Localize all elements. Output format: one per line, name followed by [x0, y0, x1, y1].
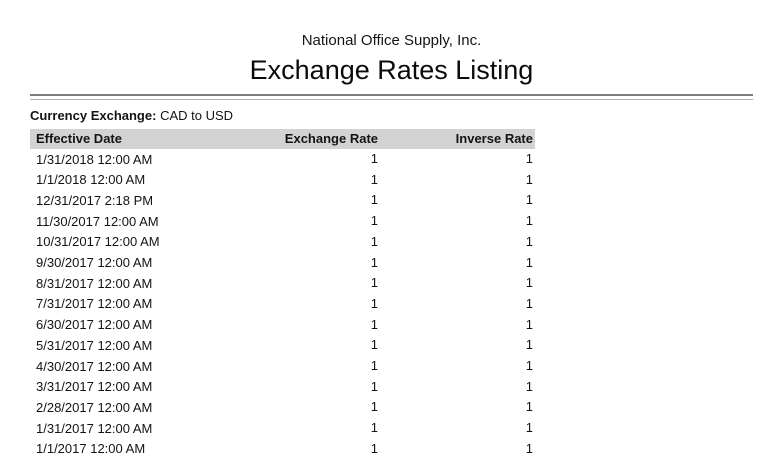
exchange-rate-cell: 1: [370, 295, 378, 311]
company-name: National Office Supply, Inc.: [301, 32, 482, 49]
currency-exchange-label: Currency Exchange:: [30, 108, 157, 123]
inverse-rate-cell: 1: [525, 213, 533, 229]
column-header-exchange-rate: Exchange Rate: [270, 129, 380, 149]
date-cell: 10/31/2017 12:00 AM: [36, 234, 160, 250]
currency-exchange-line: Currency Exchange: CAD to USD: [30, 108, 753, 123]
exchange-rate-cell: 1: [370, 275, 378, 291]
inverse-rate-cell: 1: [525, 254, 533, 270]
table-row: 7/31/2017 12:00 AM 1 1: [30, 294, 535, 315]
exchange-rate-cell: 1: [370, 213, 378, 229]
inverse-rate-cell: 1: [525, 378, 533, 394]
table-row: 6/30/2017 12:00 AM 1 1: [30, 315, 535, 336]
inverse-rate-cell: 1: [525, 399, 533, 415]
inverse-rate-cell: 1: [525, 171, 533, 187]
exchange-rate-cell: 1: [370, 440, 378, 453]
date-cell: 1/1/2018 12:00 AM: [36, 172, 146, 188]
date-cell: 1/1/2017 12:00 AM: [36, 441, 146, 453]
table-row: 11/30/2017 12:00 AM 1 1: [30, 211, 535, 232]
exchange-rate-cell: 1: [370, 233, 378, 249]
inverse-rate-cell: 1: [525, 316, 533, 332]
exchange-rate-cell: 1: [370, 171, 378, 187]
table-row: 9/30/2017 12:00 AM 1 1: [30, 253, 535, 274]
date-cell: 11/30/2017 12:00 AM: [36, 213, 159, 229]
exchange-rate-cell: 1: [370, 337, 378, 353]
table-row: 8/31/2017 12:00 AM 1 1: [30, 273, 535, 294]
table-row: 4/30/2017 12:00 AM 1 1: [30, 356, 535, 377]
inverse-rate-cell: 1: [525, 295, 533, 311]
inverse-rate-cell: 1: [525, 275, 533, 291]
exchange-rates-table: Effective Date Exchange Rate Inverse Rat…: [30, 129, 535, 453]
exchange-rate-cell: 1: [370, 151, 378, 166]
table-row: 1/1/2017 12:00 AM 1 1: [30, 439, 535, 453]
inverse-rate-cell: 1: [525, 440, 533, 453]
exchange-rate-cell: 1: [370, 254, 378, 270]
exchange-rate-cell: 1: [370, 316, 378, 332]
column-header-inverse-rate: Inverse Rate: [380, 129, 535, 149]
table-row: 1/31/2018 12:00 AM 1 1: [30, 149, 535, 170]
exchange-rate-cell: 1: [370, 192, 378, 208]
date-cell: 8/31/2017 12:00 AM: [36, 275, 153, 291]
date-cell: 12/31/2017 2:18 PM: [36, 192, 154, 208]
table-row: 5/31/2017 12:00 AM 1 1: [30, 335, 535, 356]
date-cell: 9/30/2017 12:00 AM: [36, 255, 153, 271]
inverse-rate-cell: 1: [525, 233, 533, 249]
table-row: 2/28/2017 12:00 AM 1 1: [30, 397, 535, 418]
inverse-rate-cell: 1: [525, 420, 533, 436]
table-row: 10/31/2017 12:00 AM 1 1: [30, 232, 535, 253]
currency-exchange-value: CAD to USD: [160, 108, 234, 123]
table-header-row: Effective Date Exchange Rate Inverse Rat…: [30, 129, 535, 149]
exchange-rate-cell: 1: [370, 358, 378, 374]
header-divider: [30, 94, 753, 100]
table-row: 1/1/2018 12:00 AM 1 1: [30, 170, 535, 191]
date-cell: 1/31/2017 12:00 AM: [36, 420, 153, 436]
exchange-rate-cell: 1: [370, 399, 378, 415]
exchange-rate-cell: 1: [370, 420, 378, 436]
table-header: Effective Date Exchange Rate Inverse Rat…: [30, 129, 535, 149]
table-body: 1/31/2018 12:00 AM 1 1 1/1/2018 12:00 AM…: [30, 149, 535, 453]
inverse-rate-cell: 1: [525, 337, 533, 353]
inverse-rate-cell: 1: [525, 358, 533, 374]
date-cell: 5/31/2017 12:00 AM: [36, 337, 153, 353]
inverse-rate-cell: 1: [525, 151, 533, 166]
exchange-rate-cell: 1: [370, 378, 378, 394]
date-cell: 7/31/2017 12:00 AM: [36, 296, 153, 312]
table-row: 12/31/2017 2:18 PM 1 1: [30, 190, 535, 211]
date-cell: 1/31/2018 12:00 AM: [36, 151, 153, 167]
date-cell: 2/28/2017 12:00 AM: [36, 399, 153, 415]
date-cell: 6/30/2017 12:00 AM: [36, 317, 153, 333]
inverse-rate-cell: 1: [525, 192, 533, 208]
table-row: 3/31/2017 12:00 AM 1 1: [30, 377, 535, 398]
date-cell: 4/30/2017 12:00 AM: [36, 358, 153, 374]
table-row: 1/31/2017 12:00 AM 1 1: [30, 418, 535, 439]
report-title: Exchange Rates Listing: [249, 55, 534, 85]
date-cell: 3/31/2017 12:00 AM: [36, 379, 153, 395]
column-header-effective-date: Effective Date: [30, 129, 270, 149]
